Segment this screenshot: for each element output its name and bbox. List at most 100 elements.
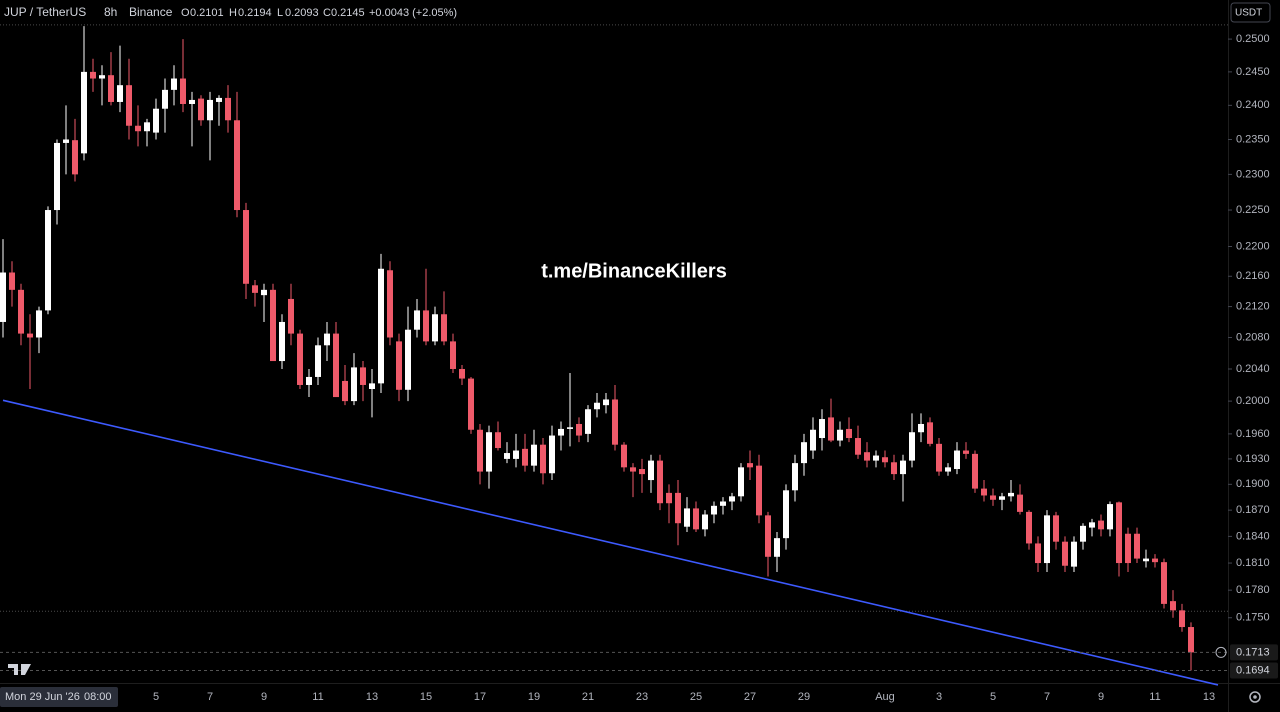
- y-tick-label: 0.1750: [1236, 612, 1270, 624]
- candle-body: [486, 432, 492, 472]
- candle-body: [1044, 515, 1050, 564]
- candle-body: [1089, 522, 1095, 528]
- add-alert-icon: [1215, 646, 1227, 658]
- gear[interactable]: [1249, 691, 1261, 703]
- y-tick-label: 0.1870: [1236, 504, 1270, 516]
- candle-body: [1125, 533, 1131, 564]
- candle-body: [1179, 610, 1185, 628]
- candle-body: [630, 467, 636, 472]
- candle-body: [270, 289, 276, 362]
- y-tick-label: 0.2350: [1236, 133, 1270, 145]
- candle-body: [531, 444, 537, 466]
- gear-hub[interactable]: [1253, 695, 1257, 699]
- candle-body: [1188, 627, 1194, 653]
- candle-body: [225, 97, 231, 121]
- low-price-badge: [1230, 662, 1278, 679]
- candle-body: [981, 488, 987, 496]
- candle-body: [171, 78, 177, 90]
- candle-body: [405, 329, 411, 390]
- y-tick-label: 0.1900: [1236, 478, 1270, 490]
- candle-body: [216, 97, 222, 102]
- candle-body: [180, 78, 186, 104]
- candle-body: [693, 508, 699, 530]
- exchange: Binance: [129, 5, 173, 19]
- y-tick-label: 0.2500: [1236, 33, 1270, 45]
- y-tick-label: 0.1780: [1236, 584, 1270, 596]
- candle-body: [945, 467, 951, 472]
- candle-body: [54, 142, 60, 211]
- y-tick-label: 0.2200: [1236, 240, 1270, 252]
- candle-body: [1143, 558, 1149, 562]
- x-tick-label: 23: [636, 691, 648, 703]
- candle-body: [783, 490, 789, 539]
- tv-logo[interactable]: [8, 664, 31, 675]
- candle-body: [1035, 543, 1041, 564]
- candle-body: [1107, 504, 1113, 530]
- candle-body: [684, 508, 690, 527]
- candle-body: [963, 450, 969, 454]
- x-tick-label: 7: [207, 691, 213, 703]
- ohlc-label: H: [229, 7, 237, 19]
- crosshair-time: 08:00: [84, 691, 112, 703]
- candle-body: [459, 368, 465, 379]
- candle-body: [450, 341, 456, 369]
- x-tick-label: 5: [990, 691, 996, 703]
- candle-body: [1134, 533, 1140, 559]
- x-tick-label: 13: [366, 691, 378, 703]
- watermark: t.me/BinanceKillers: [541, 260, 727, 282]
- candle-body: [1017, 494, 1023, 512]
- candle-body: [612, 399, 618, 445]
- x-tick-label: 11: [1149, 691, 1160, 703]
- candle-body: [576, 423, 582, 436]
- x-tick-label: 25: [690, 691, 702, 703]
- candle-body: [423, 310, 429, 342]
- candle-body: [594, 402, 600, 410]
- currency-button-frame[interactable]: [1230, 2, 1271, 23]
- logo-shape[interactable]: [8, 664, 31, 675]
- candle-body: [252, 285, 258, 293]
- candle-body: [909, 432, 915, 461]
- candle-body: [864, 452, 870, 461]
- candle-body: [1170, 601, 1176, 611]
- candle-body: [792, 463, 798, 491]
- candle-body: [702, 514, 708, 530]
- candle-body: [36, 310, 42, 338]
- y-tick-label: 0.2400: [1236, 99, 1270, 111]
- candle-body: [243, 210, 249, 284]
- x-tick-label: 21: [582, 691, 594, 703]
- candle-body: [477, 429, 483, 472]
- candle-body: [549, 435, 555, 474]
- candle-body: [774, 538, 780, 557]
- candle-body: [954, 450, 960, 470]
- candle-body: [441, 314, 447, 342]
- settings-icon[interactable]: [1249, 691, 1261, 703]
- symbol: JUP / TetherUS: [4, 5, 86, 19]
- candle-body: [360, 367, 366, 385]
- ohlc-label: L: [277, 7, 283, 19]
- candle-body: [810, 429, 816, 451]
- candle-body: [306, 376, 312, 385]
- candle-body: [837, 429, 843, 441]
- candle-body: [873, 455, 879, 461]
- y-tick-label: 0.2000: [1236, 395, 1270, 407]
- candle-body: [927, 422, 933, 444]
- candle-body: [288, 298, 294, 334]
- x-tick-label: 19: [528, 691, 540, 703]
- currency-button[interactable]: USDT: [1230, 2, 1271, 23]
- y-tick-label: 0.1930: [1236, 453, 1270, 465]
- candle-body: [819, 419, 825, 439]
- candle-body: [99, 75, 105, 79]
- candle-body: [18, 289, 24, 334]
- candle-body: [81, 71, 87, 154]
- x-tick-label: 11: [312, 691, 323, 703]
- currency-label[interactable]: USDT: [1235, 8, 1262, 19]
- candle-body: [738, 467, 744, 497]
- candle-body: [432, 314, 438, 342]
- candle-body: [1053, 515, 1059, 542]
- ohlc-value: 0.2093: [285, 7, 319, 19]
- candle-body: [567, 427, 573, 429]
- candle-body: [234, 120, 240, 211]
- candle-body: [918, 423, 924, 433]
